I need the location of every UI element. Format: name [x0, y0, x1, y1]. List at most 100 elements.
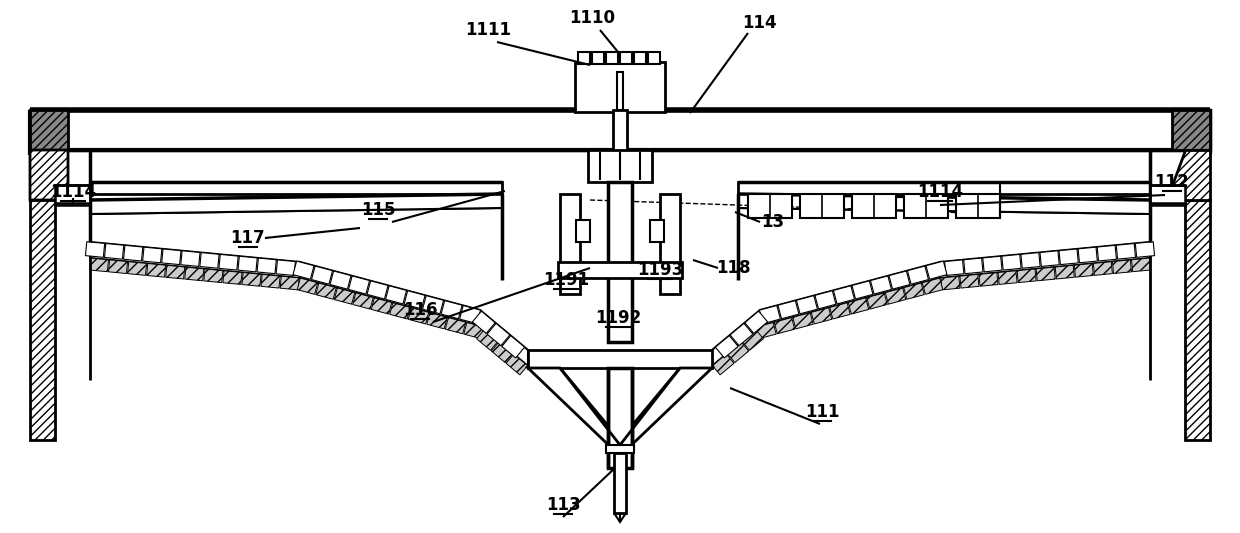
- Polygon shape: [166, 265, 185, 279]
- Polygon shape: [1037, 267, 1055, 281]
- Polygon shape: [316, 283, 336, 299]
- Polygon shape: [528, 350, 712, 368]
- Polygon shape: [89, 258, 108, 272]
- Polygon shape: [1132, 258, 1151, 272]
- Polygon shape: [606, 445, 634, 453]
- Polygon shape: [727, 342, 749, 362]
- Polygon shape: [472, 311, 495, 334]
- Polygon shape: [755, 322, 776, 339]
- Polygon shape: [774, 318, 795, 334]
- Polygon shape: [506, 354, 527, 375]
- Polygon shape: [1097, 245, 1116, 261]
- Polygon shape: [487, 324, 510, 346]
- Polygon shape: [908, 266, 929, 284]
- Text: 1110: 1110: [569, 9, 615, 27]
- Polygon shape: [904, 194, 949, 218]
- Polygon shape: [352, 293, 373, 309]
- Text: 115: 115: [361, 201, 396, 219]
- Polygon shape: [618, 72, 622, 110]
- Polygon shape: [464, 322, 485, 339]
- Text: 1114: 1114: [916, 183, 963, 201]
- Polygon shape: [591, 52, 604, 64]
- Polygon shape: [748, 194, 792, 218]
- Polygon shape: [1017, 269, 1037, 282]
- Polygon shape: [491, 342, 513, 362]
- Polygon shape: [1149, 185, 1185, 203]
- Polygon shape: [738, 182, 1149, 194]
- Polygon shape: [86, 241, 104, 257]
- Polygon shape: [1021, 253, 1040, 268]
- Polygon shape: [885, 288, 905, 304]
- Polygon shape: [109, 260, 128, 273]
- Polygon shape: [852, 194, 897, 218]
- Polygon shape: [608, 182, 632, 342]
- Polygon shape: [960, 274, 978, 288]
- Polygon shape: [614, 453, 626, 513]
- Text: 118: 118: [715, 259, 750, 277]
- Polygon shape: [367, 281, 388, 299]
- Polygon shape: [30, 110, 1210, 150]
- Polygon shape: [1059, 249, 1079, 264]
- Polygon shape: [348, 276, 370, 294]
- Polygon shape: [1172, 150, 1210, 200]
- Polygon shape: [815, 290, 836, 309]
- Polygon shape: [389, 303, 410, 319]
- Polygon shape: [262, 274, 280, 288]
- Polygon shape: [1112, 260, 1131, 273]
- Polygon shape: [300, 262, 480, 326]
- Text: 111: 111: [805, 403, 839, 421]
- Polygon shape: [386, 286, 407, 304]
- Polygon shape: [257, 258, 277, 273]
- Polygon shape: [91, 194, 502, 214]
- Text: 1191: 1191: [543, 271, 589, 289]
- Polygon shape: [238, 256, 257, 272]
- Polygon shape: [978, 272, 998, 286]
- Polygon shape: [1074, 263, 1094, 277]
- Polygon shape: [742, 329, 764, 350]
- Polygon shape: [185, 267, 203, 281]
- Text: 13: 13: [761, 213, 785, 231]
- Polygon shape: [650, 220, 663, 242]
- Text: 114: 114: [743, 14, 777, 32]
- Polygon shape: [660, 194, 680, 294]
- Polygon shape: [423, 296, 444, 314]
- Polygon shape: [1078, 247, 1097, 263]
- Text: 112: 112: [1154, 173, 1189, 191]
- Polygon shape: [298, 278, 317, 294]
- Polygon shape: [146, 263, 166, 277]
- Polygon shape: [560, 194, 580, 294]
- Polygon shape: [945, 260, 963, 276]
- Polygon shape: [445, 318, 466, 334]
- Polygon shape: [528, 368, 712, 456]
- Polygon shape: [777, 301, 799, 319]
- Polygon shape: [371, 298, 392, 314]
- Polygon shape: [712, 310, 760, 366]
- Polygon shape: [280, 276, 299, 290]
- Polygon shape: [480, 310, 528, 366]
- Polygon shape: [30, 110, 68, 150]
- Polygon shape: [460, 305, 481, 324]
- Text: 116: 116: [403, 301, 438, 319]
- Polygon shape: [181, 251, 200, 266]
- Text: 1111: 1111: [465, 21, 511, 39]
- Polygon shape: [200, 253, 219, 268]
- Polygon shape: [1185, 200, 1210, 440]
- Polygon shape: [963, 258, 983, 273]
- Polygon shape: [1040, 251, 1059, 266]
- Polygon shape: [713, 354, 734, 375]
- Polygon shape: [578, 52, 590, 64]
- Polygon shape: [792, 313, 813, 329]
- Polygon shape: [608, 368, 632, 468]
- Polygon shape: [476, 329, 498, 350]
- Polygon shape: [558, 262, 682, 278]
- Polygon shape: [830, 303, 851, 319]
- Polygon shape: [998, 271, 1017, 285]
- Polygon shape: [867, 293, 888, 309]
- Polygon shape: [923, 278, 942, 294]
- Text: 117: 117: [231, 229, 265, 247]
- Polygon shape: [91, 182, 502, 194]
- Polygon shape: [223, 271, 242, 285]
- Polygon shape: [1136, 241, 1154, 257]
- Polygon shape: [634, 52, 646, 64]
- Polygon shape: [404, 290, 425, 309]
